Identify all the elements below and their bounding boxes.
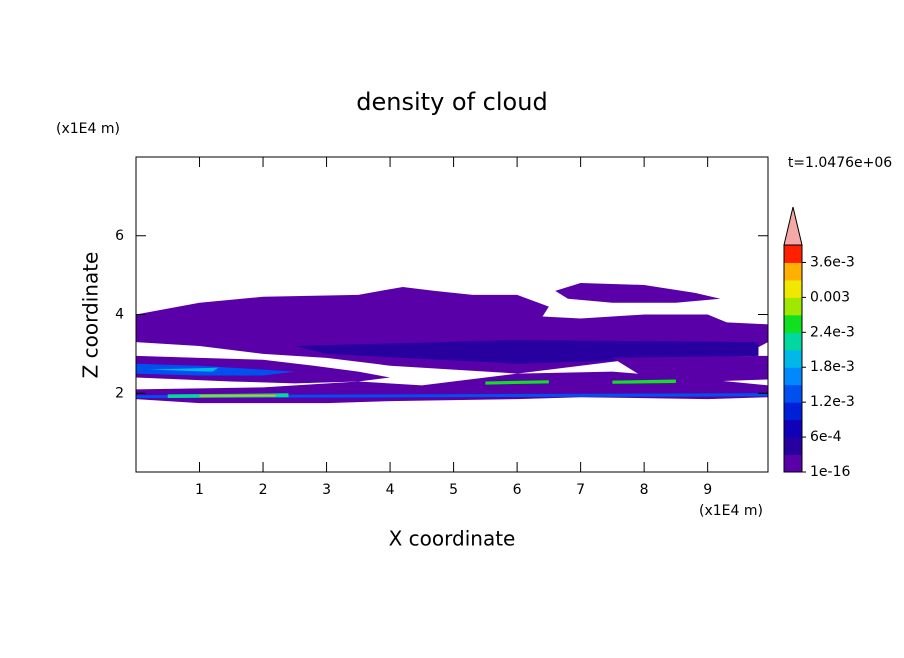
colorbar-bin — [784, 245, 802, 263]
y-tick-label: 2 — [115, 385, 124, 401]
colorbar-tick-label: 3.6e-3 — [810, 254, 855, 270]
colorbar-bin — [784, 279, 802, 298]
contour-region — [612, 379, 676, 384]
x-tick-label: 6 — [513, 482, 522, 498]
colorbar-bin — [784, 402, 802, 421]
colorbar-tick-label: 1.2e-3 — [810, 394, 855, 410]
y-axis-label: Z coordinate — [79, 252, 103, 379]
colorbar-frame — [783, 244, 803, 473]
x-tick-label: 3 — [322, 482, 331, 498]
x-axis-label: X coordinate — [389, 527, 516, 551]
colorbar-bin — [784, 314, 802, 333]
x-tick-label: 8 — [640, 482, 649, 498]
contour-region — [148, 367, 219, 372]
colorbar-bin — [784, 437, 802, 456]
colorbar-bin — [784, 367, 802, 386]
x-tick-label: 4 — [386, 482, 395, 498]
chart-title: density of cloud — [356, 88, 547, 116]
colorbar-tick-label: 1e-16 — [810, 464, 850, 480]
colorbar-tick-label: 6e-4 — [810, 429, 842, 445]
colorbar-bin — [784, 384, 802, 403]
x-tick-label: 7 — [576, 482, 585, 498]
colorbar-tick-label: 0.003 — [810, 289, 850, 305]
contour-region — [136, 393, 768, 398]
colorbar-bin — [784, 454, 802, 473]
colorbar-bin — [784, 297, 802, 316]
contour-region — [136, 363, 295, 376]
x-unit: (x1E4 m) — [699, 503, 763, 519]
colorbar-tick-label: 2.4e-3 — [810, 324, 855, 340]
y-tick-label: 6 — [115, 228, 124, 244]
colorbar-bin — [784, 332, 802, 351]
annotation: t=1.0476e+06 — [788, 155, 892, 171]
x-tick-label: 5 — [449, 482, 458, 498]
colorbar-tick-label: 1.8e-3 — [810, 359, 855, 375]
x-tick-label: 9 — [703, 482, 712, 498]
colorbar-bin — [784, 419, 802, 438]
contour-region — [555, 283, 721, 303]
y-unit: (x1E4 m) — [56, 121, 120, 137]
y-tick-label: 4 — [115, 307, 124, 323]
contour-region — [485, 380, 549, 385]
contour-region — [199, 394, 276, 397]
colorbar-bin — [784, 262, 802, 281]
x-tick-label: 2 — [259, 482, 268, 498]
x-tick-label: 1 — [195, 482, 204, 498]
colorbar-bin — [784, 349, 802, 368]
